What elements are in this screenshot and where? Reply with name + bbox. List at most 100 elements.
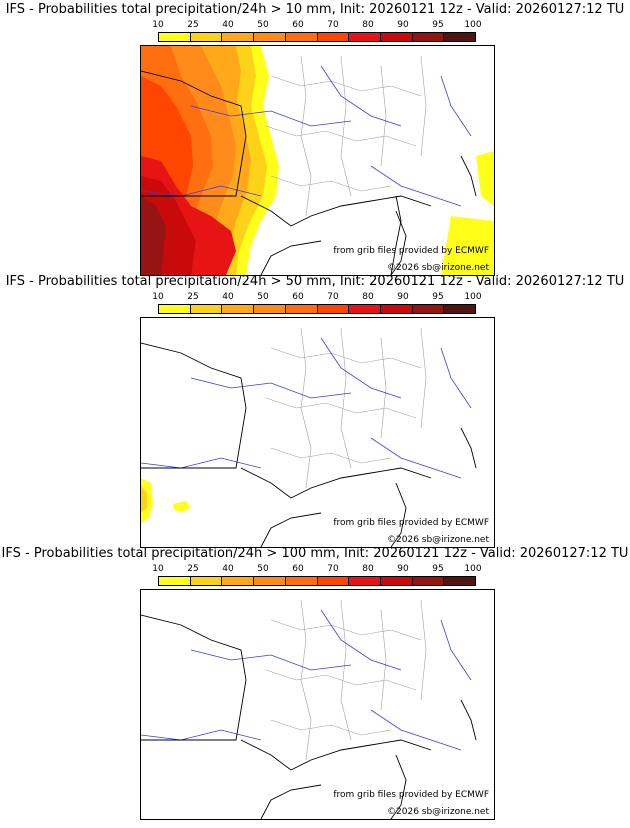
source-credit: from grib files provided by ECMWF (333, 246, 489, 256)
colorbar-tick: 80 (362, 564, 374, 574)
colorbar-tick: 25 (187, 292, 199, 302)
colorbar-swatch (190, 33, 223, 41)
colorbar-tick: 95 (432, 292, 444, 302)
precip-fill-layer (141, 46, 494, 275)
colorbar-swatch (285, 33, 318, 41)
precip-fill-10-spain (173, 501, 191, 512)
colorbar-swatch (444, 33, 476, 41)
colorbar-tick: 100 (464, 564, 482, 574)
colorbar-tick: 90 (397, 292, 409, 302)
colorbar-swatch (254, 33, 286, 41)
colorbar-swatch (254, 305, 286, 313)
colorbar-swatch (349, 577, 381, 585)
colorbar-swatch (412, 33, 445, 41)
colorbar-tick-labels: 10 25 40 50 60 70 80 90 95 100 (150, 20, 486, 31)
river-lines (141, 337, 472, 479)
colorbar-tick: 40 (222, 292, 234, 302)
colorbar-tick: 90 (397, 20, 409, 30)
colorbar-tick: 40 (222, 564, 234, 574)
precip-fill-south-east (441, 216, 494, 275)
border-lines (265, 599, 427, 761)
colorbar-swatch (159, 305, 191, 313)
colorbar-tick: 60 (292, 564, 304, 574)
colorbar-swatch (159, 33, 191, 41)
colorbar-tick: 90 (397, 564, 409, 574)
colorbar-swatch (317, 305, 350, 313)
colorbar-tick: 50 (257, 292, 269, 302)
colorbar-swatch (444, 305, 476, 313)
colorbar-tick: 70 (327, 292, 339, 302)
precip-map (141, 327, 477, 547)
colorbar-swatch (380, 577, 413, 585)
colorbar-tick: 100 (464, 20, 482, 30)
precip-map (141, 46, 494, 275)
colorbar-tick: 70 (327, 564, 339, 574)
colorbar-swatch (159, 577, 191, 585)
colorbar-swatch (317, 33, 350, 41)
colorbar-tick: 95 (432, 20, 444, 30)
map-frame: from grib files provided by ECMWF ©2026 … (140, 317, 495, 548)
map-panel-10mm: IFS - Probabilities total precipitation/… (0, 0, 630, 276)
colorbar-swatch (190, 577, 223, 585)
copyright-credit: ©2026 sb@irizone.net (387, 807, 489, 817)
river-lines (141, 609, 472, 751)
copyright-credit: ©2026 sb@irizone.net (387, 535, 489, 545)
precip-fill-corsica-east (476, 151, 494, 206)
colorbar-swatch (349, 33, 381, 41)
precip-fill-25 (141, 486, 147, 513)
colorbar-tick: 10 (152, 564, 164, 574)
colorbar-swatch (380, 305, 413, 313)
colorbar-tick: 50 (257, 20, 269, 30)
colorbar (158, 304, 476, 314)
colorbar-swatch (412, 305, 445, 313)
colorbar (158, 32, 476, 42)
colorbar-swatch (222, 577, 255, 585)
border-lines (265, 327, 427, 489)
colorbar-swatch (285, 305, 318, 313)
colorbar-tick: 10 (152, 20, 164, 30)
colorbar-swatch (285, 577, 318, 585)
precip-fill-95 (141, 196, 166, 275)
colorbar-tick: 100 (464, 292, 482, 302)
colorbar-swatch (317, 577, 350, 585)
colorbar-swatch (380, 33, 413, 41)
colorbar-swatch (222, 305, 255, 313)
precip-fill-layer (141, 478, 191, 523)
colorbar-swatch (444, 577, 476, 585)
coastline-lines (141, 342, 477, 547)
map-panel-100mm: IFS - Probabilities total precipitation/… (0, 544, 630, 820)
map-frame: from grib files provided by ECMWF ©2026 … (140, 589, 495, 820)
colorbar-tick: 25 (187, 564, 199, 574)
map-frame: from grib files provided by ECMWF ©2026 … (140, 45, 495, 276)
colorbar-tick: 50 (257, 564, 269, 574)
coastline-lines (141, 614, 477, 819)
source-credit: from grib files provided by ECMWF (333, 518, 489, 528)
colorbar-tick: 80 (362, 20, 374, 30)
colorbar-swatch (254, 577, 286, 585)
border-lines (265, 55, 427, 217)
colorbar-swatch (190, 305, 223, 313)
river-lines (141, 65, 472, 207)
source-credit: from grib files provided by ECMWF (333, 790, 489, 800)
colorbar-tick: 10 (152, 292, 164, 302)
panel-title: IFS - Probabilities total precipitation/… (5, 274, 625, 289)
panel-title: IFS - Probabilities total precipitation/… (5, 2, 625, 17)
colorbar-tick: 80 (362, 292, 374, 302)
panel-title: IFS - Probabilities total precipitation/… (1, 546, 629, 561)
colorbar-tick: 60 (292, 20, 304, 30)
colorbar-swatch (349, 305, 381, 313)
coastline-lines (141, 70, 477, 275)
colorbar-tick-labels: 10 25 40 50 60 70 80 90 95 100 (150, 564, 486, 575)
colorbar-tick-labels: 10 25 40 50 60 70 80 90 95 100 (150, 292, 486, 303)
colorbar-tick: 60 (292, 292, 304, 302)
colorbar-tick: 25 (187, 20, 199, 30)
precip-map (141, 599, 477, 819)
copyright-credit: ©2026 sb@irizone.net (387, 263, 489, 273)
colorbar-swatch (222, 33, 255, 41)
colorbar (158, 576, 476, 586)
colorbar-tick: 95 (432, 564, 444, 574)
colorbar-swatch (412, 577, 445, 585)
colorbar-tick: 40 (222, 20, 234, 30)
map-panel-50mm: IFS - Probabilities total precipitation/… (0, 272, 630, 548)
colorbar-tick: 70 (327, 20, 339, 30)
